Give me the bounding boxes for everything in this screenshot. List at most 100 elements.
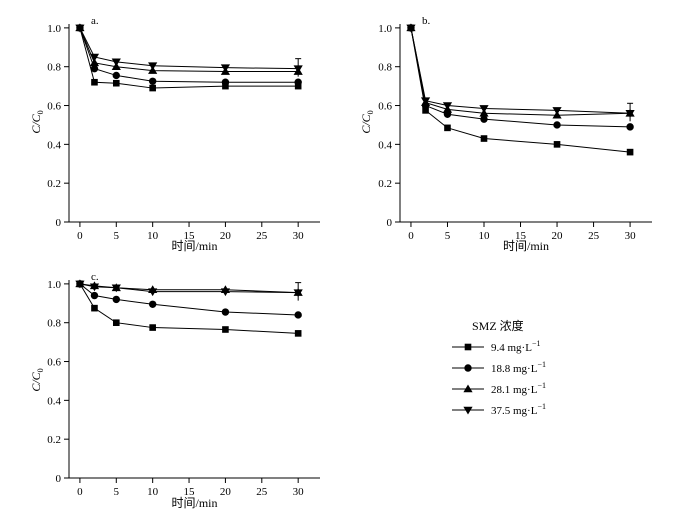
data-point xyxy=(480,115,488,123)
y-axis-title: C/C0 xyxy=(359,110,375,133)
x-tick-label: 0 xyxy=(77,486,83,498)
data-point xyxy=(626,148,634,156)
legend-entries: 9.4 mg·L−1 18.8 mg·L−1 28.1 mg·L−1 37.5 mg·… xyxy=(452,339,546,417)
y-tick-label: 0.8 xyxy=(47,62,61,74)
x-tick-label: 10 xyxy=(147,486,159,498)
legend-marker xyxy=(463,406,473,415)
data-point xyxy=(444,124,451,132)
data-point xyxy=(294,82,302,90)
data-point xyxy=(148,62,158,71)
chart-panel-c: 0 0.2 0.4 0.6 0.8 1.0 0 5 10 15 20 25 30 时间/min C/C0 c. xyxy=(29,271,320,510)
data-point xyxy=(294,330,302,337)
data-point xyxy=(294,78,302,86)
series-line xyxy=(410,27,631,153)
panel-label: a. xyxy=(91,15,99,27)
x-tick-label: 10 xyxy=(479,230,491,242)
data-point xyxy=(220,64,231,73)
y-tick-label: 0.4 xyxy=(378,139,392,151)
y-tick-label: 0 xyxy=(387,217,393,229)
x-tick-label: 20 xyxy=(220,486,232,498)
data-point xyxy=(148,77,157,85)
x-tick-label: 10 xyxy=(147,230,159,242)
data-point xyxy=(112,295,120,304)
data-point xyxy=(220,288,231,297)
x-tick-label: 30 xyxy=(293,486,305,498)
legend-label: 9.4 mg·L−1 xyxy=(491,339,540,354)
data-point xyxy=(111,58,121,67)
y-tick-label: 1.0 xyxy=(47,279,61,291)
panel-label: b. xyxy=(422,15,431,27)
y-tick-label: 0.2 xyxy=(47,434,61,446)
data-point xyxy=(420,97,431,106)
series-line xyxy=(79,27,299,89)
legend-marker xyxy=(463,384,473,393)
data-point xyxy=(111,284,121,293)
series-circle xyxy=(76,280,302,319)
x-tick-label: 5 xyxy=(114,486,120,498)
series-line xyxy=(79,283,299,334)
series-triangle-down xyxy=(75,280,303,298)
data-point xyxy=(479,105,489,113)
y-tick-label: 0 xyxy=(56,473,62,485)
series-line xyxy=(79,27,299,73)
data-point xyxy=(626,123,634,131)
legend-entry-triangle-up: 28.1 mg·L−1 xyxy=(452,381,546,396)
x-tick-label: 20 xyxy=(552,230,564,242)
data-point xyxy=(89,58,100,67)
data-point xyxy=(112,71,120,80)
x-tick-label: 25 xyxy=(256,230,268,242)
chart-panels: 0 0.2 0.4 0.6 0.8 1.0 0 5 10 15 20 25 30 时间/min C/C0 a.… xyxy=(29,15,652,510)
error-bar xyxy=(627,102,634,122)
data-point xyxy=(553,141,561,148)
data-point xyxy=(221,308,230,316)
data-point xyxy=(148,300,157,308)
series-line xyxy=(410,27,631,116)
data-point xyxy=(553,121,561,129)
y-tick-label: 0.2 xyxy=(47,178,61,190)
chart-panel-b: 0 0.2 0.4 0.6 0.8 1.0 0 5 10 15 20 25 30 时间/min C/C0 b. xyxy=(359,15,652,253)
y-axis-title: C/C0 xyxy=(29,110,45,133)
y-tick-label: 0.6 xyxy=(47,357,61,369)
data-point xyxy=(89,53,100,62)
series-line xyxy=(79,27,299,83)
chart-panel-a: 0 0.2 0.4 0.6 0.8 1.0 0 5 10 15 20 25 30 时间/min C/C0 a. xyxy=(29,15,320,253)
series-circle xyxy=(76,24,302,86)
x-tick-label: 15 xyxy=(184,230,196,242)
x-tick-label: 30 xyxy=(293,230,305,242)
data-point xyxy=(221,78,230,86)
x-tick-label: 25 xyxy=(256,486,268,498)
x-tick-label: 30 xyxy=(625,230,637,242)
legend-entry-triangle-down: 37.5 mg·L−1 xyxy=(452,402,546,417)
data-point xyxy=(222,82,229,90)
y-tick-label: 0.2 xyxy=(378,178,392,190)
y-tick-label: 0.8 xyxy=(378,62,392,74)
data-point xyxy=(90,64,99,73)
y-tick-label: 1.0 xyxy=(47,23,61,35)
y-tick-label: 0.4 xyxy=(47,395,61,407)
y-tick-label: 0.6 xyxy=(47,101,61,113)
data-point xyxy=(294,311,302,319)
x-tick-label: 25 xyxy=(588,230,600,242)
panel-label: c. xyxy=(91,271,99,283)
error-bar xyxy=(295,58,302,77)
data-point xyxy=(112,79,120,87)
series-triangle-down xyxy=(406,24,635,118)
x-tick-label: 5 xyxy=(114,230,120,242)
series-line xyxy=(79,27,299,70)
x-tick-label: 5 xyxy=(445,230,451,242)
legend-label: 18.8 mg·L−1 xyxy=(491,360,546,375)
data-point xyxy=(75,280,85,289)
data-point xyxy=(149,324,156,331)
legend-title: SMZ 浓度 xyxy=(472,318,524,333)
series-square xyxy=(407,24,634,156)
series-line xyxy=(410,27,631,114)
data-point xyxy=(222,326,229,333)
legend-label: 28.1 mg·L−1 xyxy=(491,381,546,396)
y-tick-label: 0.8 xyxy=(47,318,61,330)
x-axis-title: 时间/min xyxy=(503,239,549,253)
data-point xyxy=(91,304,98,312)
data-point xyxy=(91,78,98,86)
data-point xyxy=(148,288,158,297)
x-axis-title: 时间/min xyxy=(171,496,217,510)
